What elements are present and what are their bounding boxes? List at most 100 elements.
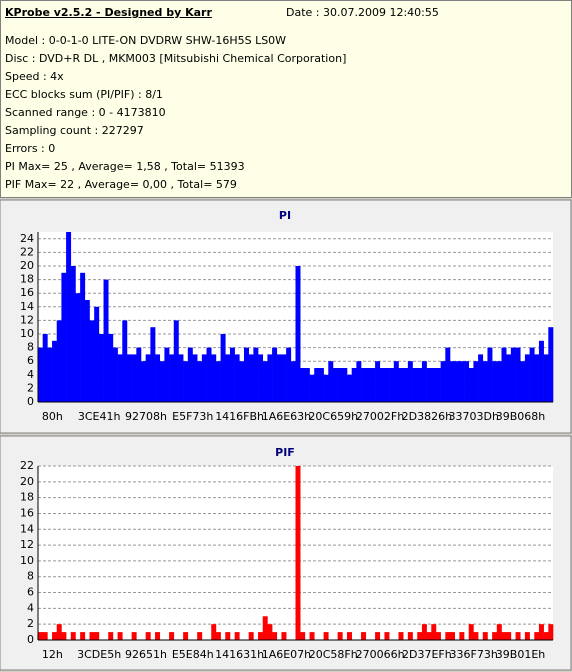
bar	[440, 361, 446, 402]
bar	[267, 624, 273, 640]
bar	[61, 632, 67, 640]
bar	[253, 347, 259, 402]
bar	[211, 354, 217, 402]
x-tick-label: 3CDE5h	[77, 648, 121, 661]
bar	[445, 632, 451, 640]
bar	[145, 632, 151, 640]
x-tick-label: 33703Dh	[448, 410, 498, 423]
y-tick-label: 16	[20, 286, 34, 299]
y-tick-label: 0	[27, 395, 34, 408]
bar	[412, 368, 418, 402]
info-line: PI Max= 25 , Average= 1,58 , Total= 5139…	[5, 160, 245, 173]
bar	[70, 632, 76, 640]
bar	[300, 632, 306, 640]
y-tick-label: 22	[20, 245, 34, 258]
bar	[42, 334, 48, 402]
bar	[248, 354, 254, 402]
bar	[112, 347, 118, 402]
y-tick-label: 10	[20, 554, 34, 567]
x-tick-label: 92651h	[125, 648, 167, 661]
bar	[548, 327, 554, 402]
info-line: Speed : 4x	[5, 70, 64, 83]
bar	[155, 354, 161, 402]
bar	[524, 354, 530, 402]
bar	[84, 300, 90, 402]
chart-title: PI	[279, 209, 291, 222]
y-tick-label: 2	[27, 617, 34, 630]
bar	[258, 354, 264, 402]
bar	[126, 354, 132, 402]
bar	[482, 361, 488, 402]
info-panel: KProbe v2.5.2 - Designed by Karr Date : …	[0, 0, 572, 198]
x-tick-label: 1416FBh	[215, 410, 264, 423]
bar	[506, 354, 512, 402]
bar	[281, 354, 287, 402]
info-line: Sampling count : 227297	[5, 124, 144, 137]
x-tick-label: 92708h	[125, 410, 167, 423]
bar	[80, 272, 86, 402]
x-tick-label: 270066h	[356, 648, 405, 661]
y-tick-label: 12	[20, 313, 34, 326]
bar	[515, 347, 521, 402]
bar	[66, 232, 72, 402]
bar	[234, 354, 240, 402]
bar	[122, 320, 128, 402]
bar	[173, 320, 179, 402]
bar	[61, 272, 67, 402]
x-tick-label: E5E84h	[172, 648, 214, 661]
bar	[248, 632, 254, 640]
bar	[407, 632, 413, 640]
bar	[445, 347, 451, 402]
bar	[534, 354, 540, 402]
bar	[290, 361, 296, 402]
y-tick-label: 20	[20, 475, 34, 488]
bar	[262, 616, 268, 640]
bar	[314, 368, 320, 402]
bar	[183, 361, 189, 402]
x-tick-label: 2D37EFh	[402, 648, 452, 661]
y-tick-label: 14	[20, 300, 34, 313]
bar	[375, 361, 381, 402]
y-tick-label: 16	[20, 506, 34, 519]
y-tick-label: 18	[20, 273, 34, 286]
bar	[80, 632, 86, 640]
y-tick-label: 8	[27, 570, 34, 583]
bar	[117, 632, 123, 640]
bar	[407, 361, 413, 402]
y-tick-label: 22	[20, 459, 34, 472]
bar	[347, 374, 352, 402]
bar	[38, 347, 43, 402]
bar	[538, 624, 544, 640]
bar	[417, 368, 423, 402]
bar	[421, 361, 427, 402]
bar	[38, 632, 43, 640]
bar	[450, 361, 455, 402]
bar	[295, 466, 301, 640]
bar	[258, 632, 264, 640]
bar	[384, 632, 390, 640]
bar	[492, 632, 498, 640]
bar	[197, 361, 203, 402]
bar	[468, 624, 474, 640]
bar	[117, 354, 123, 402]
bar	[323, 632, 329, 640]
bar	[131, 632, 137, 640]
bar	[225, 632, 231, 640]
bar	[94, 306, 100, 402]
bar	[206, 347, 212, 402]
x-tick-label: 80h	[42, 410, 63, 423]
x-tick-label: 2D3826h	[402, 410, 452, 423]
chart-title: PIF	[275, 446, 295, 459]
bar	[272, 632, 278, 640]
bar	[417, 632, 423, 640]
bar	[183, 632, 189, 640]
x-tick-label: E5F73h	[172, 410, 213, 423]
bar	[431, 624, 437, 640]
bar	[267, 354, 273, 402]
x-tick-label: 3CE41h	[78, 410, 121, 423]
bar	[389, 368, 395, 402]
bar	[351, 368, 357, 402]
bar	[365, 368, 371, 402]
bar	[473, 632, 479, 640]
bar	[262, 361, 268, 402]
